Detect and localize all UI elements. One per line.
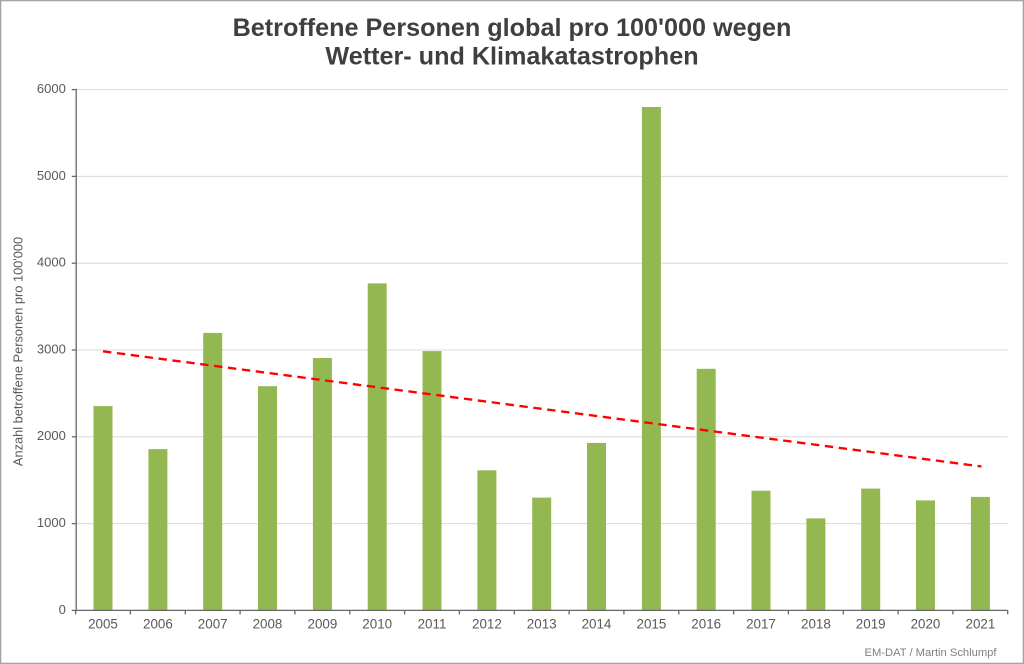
svg-text:2014: 2014 [582,617,612,632]
svg-text:2007: 2007 [198,617,228,632]
svg-text:2015: 2015 [637,617,667,632]
svg-text:EM-DAT / Martin Schlumpf: EM-DAT / Martin Schlumpf [865,647,998,659]
svg-text:2010: 2010 [362,617,392,632]
svg-text:5000: 5000 [37,168,66,183]
svg-text:2021: 2021 [966,617,996,632]
svg-text:Anzahl betroffene Personen pro: Anzahl betroffene Personen pro 100'000 [11,237,26,466]
svg-text:2009: 2009 [308,617,338,632]
svg-text:0: 0 [59,602,66,617]
svg-text:2016: 2016 [691,617,721,632]
svg-text:4000: 4000 [37,255,66,270]
svg-text:2012: 2012 [472,617,502,632]
svg-text:1000: 1000 [37,515,66,530]
svg-text:6000: 6000 [37,81,66,96]
svg-text:2011: 2011 [418,617,447,632]
svg-text:2008: 2008 [253,617,283,632]
svg-text:2005: 2005 [88,617,118,632]
svg-text:2013: 2013 [527,617,557,632]
svg-text:Wetter- und Klimakatastrophen: Wetter- und Klimakatastrophen [325,42,698,70]
svg-text:2006: 2006 [143,617,173,632]
svg-text:Betroffene Personen global pro: Betroffene Personen global pro 100'000 w… [233,14,792,42]
svg-text:2000: 2000 [37,428,66,443]
svg-text:2020: 2020 [911,617,941,632]
svg-text:2018: 2018 [801,617,831,632]
svg-text:2019: 2019 [856,617,886,632]
svg-text:2017: 2017 [746,617,776,632]
svg-text:3000: 3000 [37,341,66,356]
